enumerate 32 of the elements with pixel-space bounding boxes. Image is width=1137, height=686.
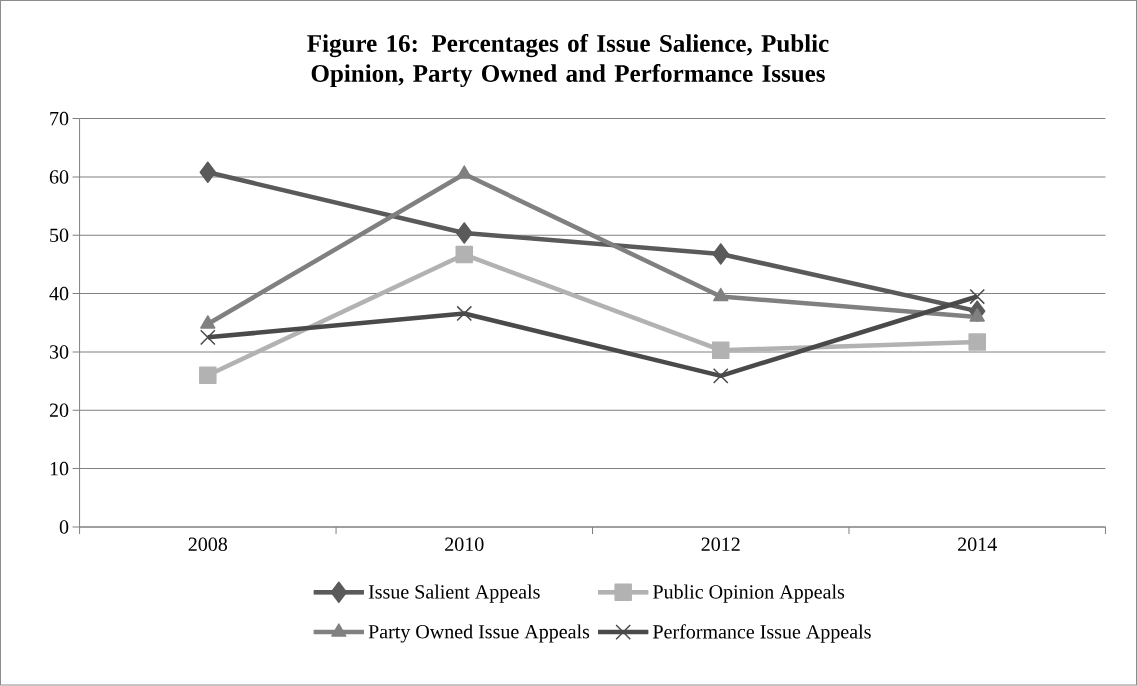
point xyxy=(200,315,216,329)
point xyxy=(712,368,729,384)
point xyxy=(456,222,473,244)
point xyxy=(456,165,472,179)
y-tick-label: 10 xyxy=(50,462,69,476)
point xyxy=(968,333,986,351)
y-tick-label: 40 xyxy=(49,287,69,301)
point xyxy=(969,308,985,322)
point xyxy=(712,243,729,265)
point xyxy=(711,341,730,360)
y-tick-label: 60 xyxy=(49,170,69,184)
legend-label: Performance Issue Appeals xyxy=(653,624,871,643)
legend-label: Party Owned Issue Appeals xyxy=(368,624,590,643)
chart-title: Figure 16: Percentages of Issue Salience, Public Opinion, Party Owned and Performance Issues xyxy=(307,34,829,88)
legend-label: Issue Salient Appeals xyxy=(368,584,540,603)
y-tick-label: 30 xyxy=(49,345,69,359)
y-tick-label: 0 xyxy=(59,520,69,534)
point xyxy=(199,366,217,385)
point xyxy=(199,161,217,184)
y-tick-label: 20 xyxy=(49,403,69,418)
x-tick-label: 2012 xyxy=(701,537,740,552)
x-tick-label: 2014 xyxy=(958,537,997,552)
point xyxy=(969,288,986,305)
point xyxy=(713,287,729,302)
point xyxy=(199,329,216,346)
x-tick-label: 2010 xyxy=(445,537,484,552)
point xyxy=(455,245,474,264)
y-tick-label: 50 xyxy=(50,228,69,243)
legend-label: Public Opinion Appeals xyxy=(653,584,845,603)
y-tick-label: 70 xyxy=(50,112,69,126)
x-tick-label: 2008 xyxy=(188,537,228,552)
point xyxy=(456,305,473,322)
